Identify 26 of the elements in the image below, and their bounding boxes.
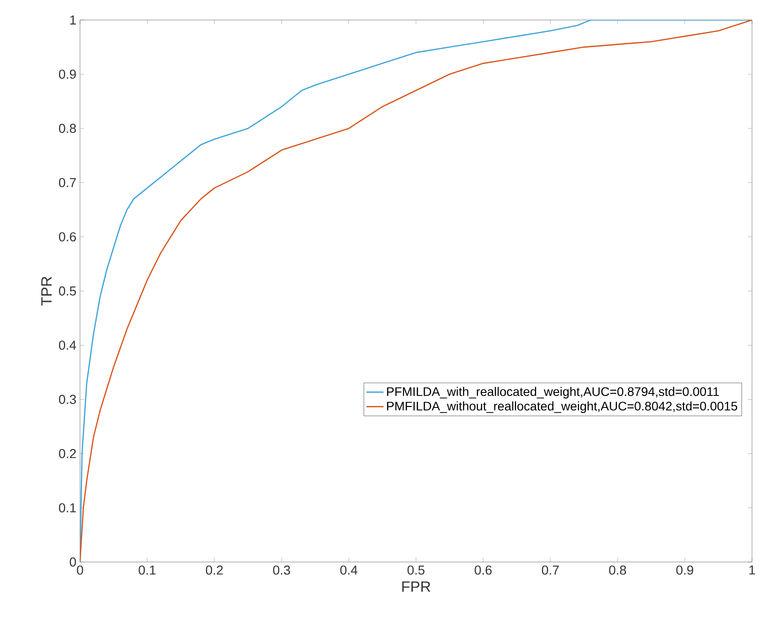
x-tick-label: 0.5	[408, 566, 424, 575]
y-tick-label: 0.3	[58, 394, 76, 404]
y-tick-label: 0.5	[58, 286, 76, 296]
y-tick-label: 0.7	[58, 178, 76, 188]
x-tick-label: 0.4	[340, 566, 358, 575]
y-tick-label: 0.2	[58, 449, 76, 458]
y-tick-label: 0.4	[58, 340, 76, 350]
x-tick-label: 1	[749, 566, 755, 574]
y-tick-label: 0.1	[58, 503, 76, 512]
x-tick-label: 0.9	[676, 566, 694, 575]
y-tick-label: 0	[70, 557, 76, 567]
x-axis-title: FPR	[402, 582, 430, 592]
y-tick-label: 0.8	[58, 124, 76, 133]
y-tick-label: 1	[70, 16, 76, 24]
y-axis-title: TPR	[41, 276, 52, 306]
legend-label: PMFILDA_without_reallocated_weight,AUC=0.8042,std=0.0015	[387, 401, 738, 413]
y-tick-label: 0.9	[58, 70, 76, 79]
y-tick-label: 0.6	[58, 232, 76, 242]
x-tick-label: 0.8	[609, 566, 626, 575]
x-tick-label: 0.2	[206, 566, 223, 575]
x-tick-label: 0.7	[542, 566, 559, 575]
x-tick-label: 0.1	[138, 566, 156, 575]
x-tick-label: 0.3	[273, 566, 290, 575]
x-tick-label: 0	[76, 566, 84, 575]
legend-label: PFMILDA_with_reallocated_weight,AUC=0.8794,std=0.0011	[387, 386, 719, 398]
x-tick-label: 0.6	[474, 566, 492, 575]
